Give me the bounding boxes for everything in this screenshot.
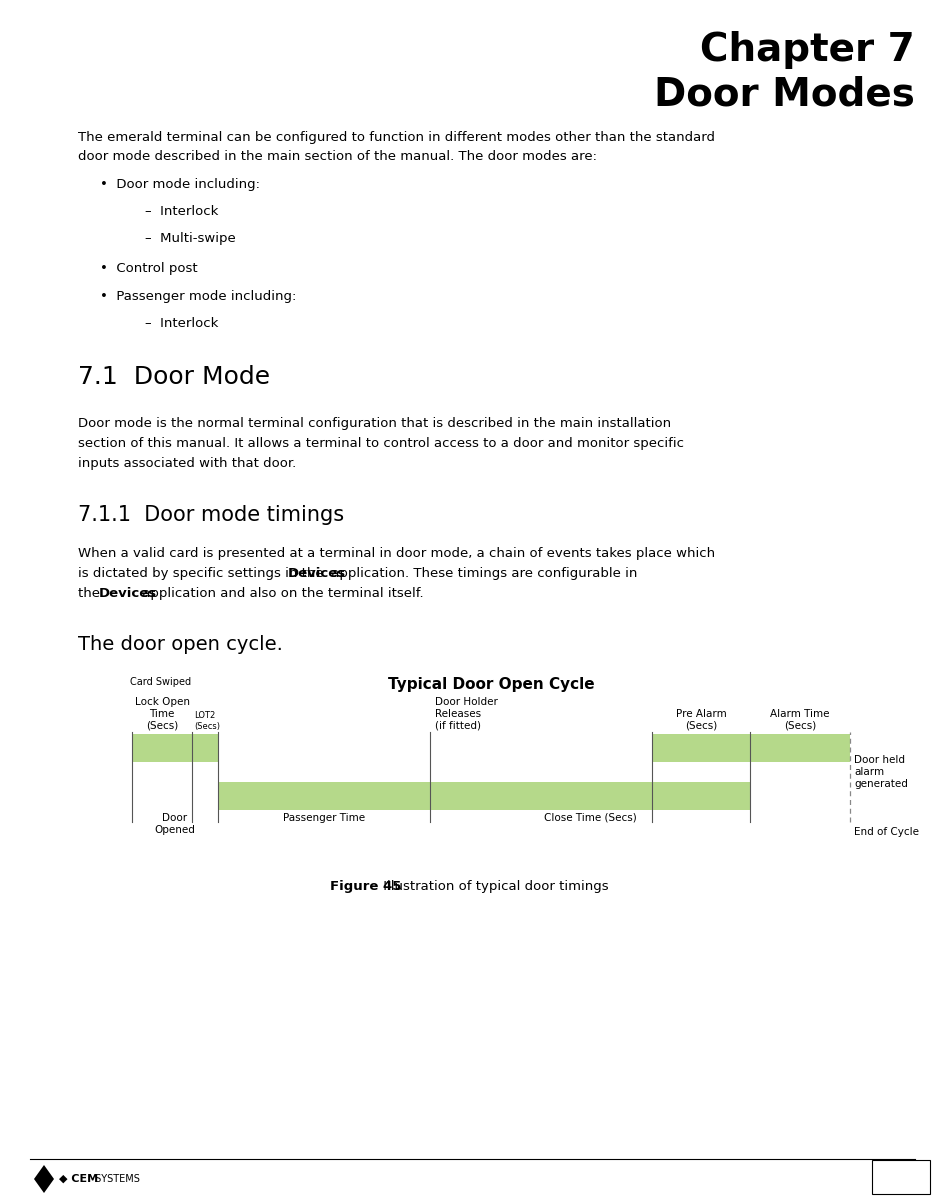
Text: End of Cycle: End of Cycle (854, 826, 919, 837)
Bar (218, 782, 430, 810)
Text: Door held
alarm
generated: Door held alarm generated (854, 755, 908, 789)
Text: 7.1.1  Door mode timings: 7.1.1 Door mode timings (78, 505, 345, 525)
Text: application and also on the terminal itself.: application and also on the terminal its… (138, 587, 423, 600)
Text: Close Time (Secs): Close Time (Secs) (544, 813, 636, 823)
Text: Devices: Devices (99, 587, 157, 600)
Bar (872, 1160, 930, 1195)
Text: •  Control post: • Control post (100, 262, 197, 275)
Text: –  Interlock: – Interlock (145, 318, 218, 330)
Bar (652, 734, 750, 761)
Bar (192, 734, 218, 761)
Text: Card Swiped: Card Swiped (130, 677, 191, 687)
Text: door mode described in the main section of the manual. The door modes are:: door mode described in the main section … (78, 150, 597, 162)
Text: Figure 45: Figure 45 (330, 881, 401, 893)
Text: application. These timings are configurable in: application. These timings are configura… (327, 567, 637, 580)
Text: Illustration of typical door timings: Illustration of typical door timings (379, 881, 608, 893)
Text: The door open cycle.: The door open cycle. (78, 635, 283, 654)
Text: ◆ CEM: ◆ CEM (59, 1174, 98, 1184)
Text: –  Interlock: – Interlock (145, 205, 218, 218)
Text: Chapter 7: Chapter 7 (700, 31, 915, 69)
Text: the: the (78, 587, 104, 600)
Text: 7.1  Door Mode: 7.1 Door Mode (78, 365, 270, 389)
Text: Door Holder
Releases
(if fitted): Door Holder Releases (if fitted) (435, 697, 497, 731)
Bar (132, 734, 192, 761)
Text: Lock Open
Time
(Secs): Lock Open Time (Secs) (134, 697, 190, 731)
Text: Door mode is the normal terminal configuration that is described in the main ins: Door mode is the normal terminal configu… (78, 417, 671, 429)
Text: –  Multi-swipe: – Multi-swipe (145, 232, 236, 245)
Text: SYSTEMS: SYSTEMS (92, 1174, 140, 1184)
Text: inputs associated with that door.: inputs associated with that door. (78, 457, 296, 470)
Polygon shape (34, 1165, 54, 1193)
Text: Passenger Time: Passenger Time (283, 813, 365, 823)
Text: LOT2
(Secs): LOT2 (Secs) (194, 711, 220, 731)
Bar (750, 734, 850, 761)
Text: Alarm Time
(Secs): Alarm Time (Secs) (770, 709, 830, 731)
Text: •  Door mode including:: • Door mode including: (100, 178, 260, 191)
Text: When a valid card is presented at a terminal in door mode, a chain of events tak: When a valid card is presented at a term… (78, 547, 716, 561)
Text: Typical Door Open Cycle: Typical Door Open Cycle (388, 677, 595, 692)
Text: Door Modes: Door Modes (654, 75, 915, 113)
Text: Pre Alarm
(Secs): Pre Alarm (Secs) (676, 709, 726, 731)
Text: is dictated by specific settings in the: is dictated by specific settings in the (78, 567, 328, 580)
Text: Door
Opened: Door Opened (155, 813, 195, 835)
Bar (430, 782, 750, 810)
Text: section of this manual. It allows a terminal to control access to a door and mon: section of this manual. It allows a term… (78, 437, 684, 450)
Text: •  Passenger mode including:: • Passenger mode including: (100, 290, 296, 303)
Text: 57: 57 (892, 1171, 910, 1184)
Text: Devices: Devices (288, 567, 346, 580)
Text: The emerald terminal can be configured to function in different modes other than: The emerald terminal can be configured t… (78, 131, 715, 144)
